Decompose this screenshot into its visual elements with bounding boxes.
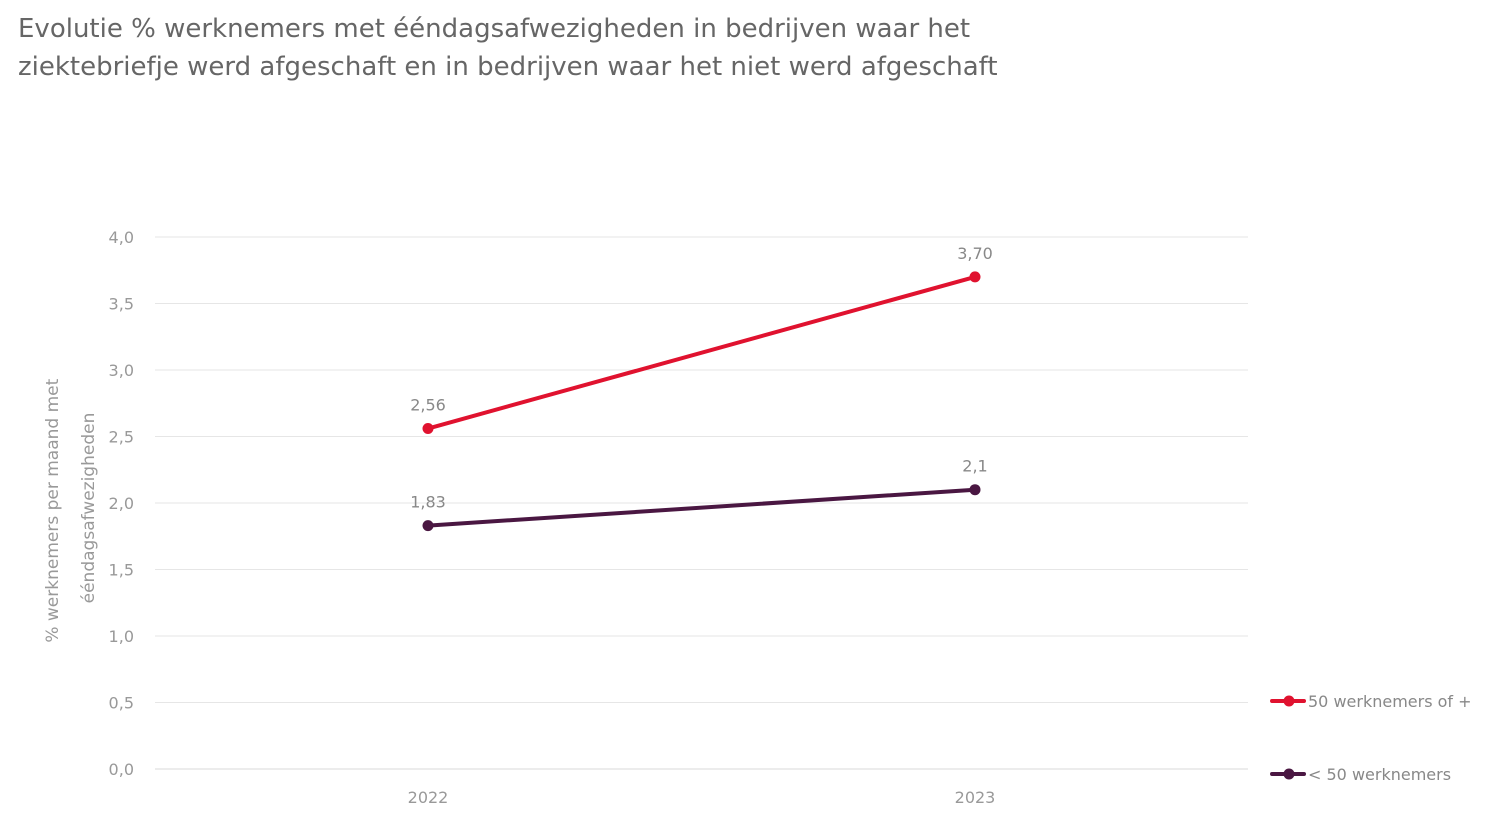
chart-title: Evolutie % werknemers met ééndagsafwezig…	[18, 10, 1218, 86]
legend-swatch-marker	[1283, 768, 1295, 780]
data-label: 2,1	[962, 457, 987, 476]
y-tick-label: 1,5	[109, 561, 134, 580]
y-tick-label: 3,0	[109, 361, 134, 380]
legend-label: < 50 werknemers	[1308, 765, 1451, 784]
data-label: 2,56	[410, 396, 446, 415]
data-label: 1,83	[410, 493, 446, 512]
y-axis-title: % werknemers per maand met ééndagsafwezi…	[43, 373, 99, 642]
legend: 50 werknemers of + < 50 werknemers	[1270, 692, 1472, 784]
gridlines	[155, 236, 1248, 770]
data-point	[422, 423, 434, 435]
y-tick-label: 0,0	[109, 760, 134, 779]
data-label: 3,70	[957, 244, 993, 263]
x-tick-label: 2022	[408, 788, 449, 807]
y-tick-label: 4,0	[109, 228, 134, 247]
legend-item: < 50 werknemers	[1270, 765, 1451, 784]
series-group: 2,56 3,70	[410, 244, 993, 435]
x-axis-ticks: 2022 2023	[408, 788, 996, 807]
data-point	[969, 484, 981, 496]
y-axis-title-line-2: ééndagsafwezigheden	[79, 413, 99, 604]
data-point	[969, 271, 981, 283]
y-axis-title-line-1: % werknemers per maand met	[43, 378, 63, 642]
series-line	[426, 274, 977, 431]
legend-item: 50 werknemers of +	[1270, 692, 1472, 711]
legend-swatch-marker	[1283, 695, 1295, 707]
data-point	[422, 520, 434, 532]
y-axis-ticks: 0,0 0,5 1,0 1,5 2,0 2,5 3,0 3,5 4,0	[109, 228, 134, 779]
chart-title-line-2: ziektebriefje werd afgeschaft en in bedr…	[18, 52, 998, 82]
y-tick-label: 3,5	[109, 295, 134, 314]
series: 2,56 3,70 1,83 2,1	[410, 244, 993, 532]
y-tick-label: 0,5	[109, 694, 134, 713]
y-tick-label: 1,0	[109, 627, 134, 646]
y-tick-label: 2,0	[109, 494, 134, 513]
legend-label: 50 werknemers of +	[1308, 692, 1472, 711]
series-line	[426, 487, 977, 528]
chart-title-line-1: Evolutie % werknemers met ééndagsafwezig…	[18, 14, 971, 44]
x-tick-label: 2023	[955, 788, 996, 807]
series-group: 1,83 2,1	[410, 457, 988, 532]
y-tick-label: 2,5	[109, 428, 134, 447]
